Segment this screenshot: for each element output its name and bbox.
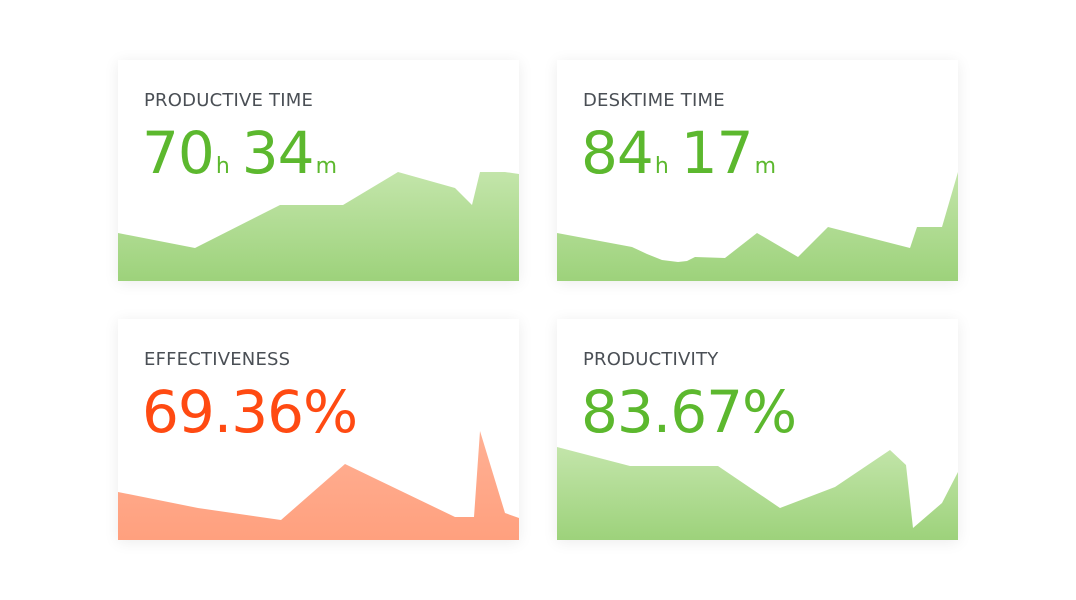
sparkline-fill [118, 172, 519, 281]
sparkline-area [557, 172, 958, 281]
card-value: 83.67% [581, 378, 797, 446]
card-label: DESKTIME TIME [583, 90, 725, 111]
card-desktime-time: DESKTIME TIME 84h 17m [557, 60, 958, 281]
card-label: PRODUCTIVE TIME [144, 90, 314, 111]
sparkline-fill [118, 431, 519, 540]
sparkline-area [118, 172, 519, 281]
card-label: PRODUCTIVITY [583, 349, 719, 370]
minutes-value: 17 [680, 119, 754, 187]
card-productivity: PRODUCTIVITY 83.67% [557, 319, 958, 540]
sparkline-area [557, 447, 958, 540]
minutes-unit: m [315, 154, 338, 179]
hours-value: 84 [581, 119, 654, 187]
sparkline-fill [557, 172, 958, 281]
card-productive-time: PRODUCTIVE TIME 70h 34m [118, 60, 519, 281]
hours-unit: h [215, 154, 230, 179]
card-value: 69.36% [142, 378, 358, 446]
card-effectiveness: EFFECTIVENESS 69.36% [118, 319, 519, 540]
card-value: 70h 34m [142, 118, 349, 202]
hours-unit: h [654, 154, 669, 179]
sparkline-fill [557, 447, 958, 540]
card-label: EFFECTIVENESS [144, 349, 291, 370]
minutes-unit: m [754, 154, 777, 179]
sparkline-area [118, 431, 519, 540]
minutes-value: 34 [241, 119, 315, 187]
hours-value: 70 [142, 119, 215, 187]
card-value: 84h 17m [581, 118, 788, 202]
